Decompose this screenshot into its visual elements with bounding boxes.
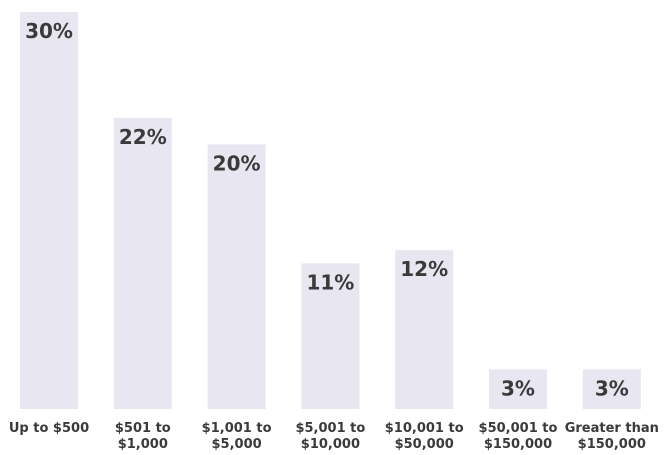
- category-label: $1,001 to $5,000: [202, 421, 272, 452]
- category-label: $5,001 to $10,000: [295, 421, 365, 452]
- category-label-line: Greater than: [565, 421, 659, 436]
- category-label-line: $10,001 to: [385, 421, 464, 436]
- bar: [207, 144, 266, 410]
- category-label-line: $150,000: [578, 437, 646, 452]
- data-label: 22%: [119, 125, 167, 149]
- bar: [395, 250, 454, 409]
- category-label: $501 to $1,000: [115, 421, 171, 452]
- category-label-line: $501 to: [115, 421, 171, 436]
- category-label-line: $50,000: [395, 437, 454, 452]
- bar: [20, 12, 78, 409]
- data-label: 11%: [306, 270, 354, 294]
- category-label: Greater than $150,000: [565, 421, 659, 452]
- bar: [301, 263, 360, 409]
- category-label-line: $1,000: [118, 437, 168, 452]
- data-label: 12%: [400, 257, 448, 281]
- category-label-line: $10,000: [301, 437, 360, 452]
- category-label-line: $50,001 to: [479, 421, 558, 436]
- category-label: $10,001 to $50,000: [385, 421, 464, 452]
- data-label: 30%: [25, 19, 73, 43]
- data-label: 3%: [501, 376, 535, 400]
- category-label: $50,001 to $150,000: [479, 421, 558, 452]
- bar: [113, 117, 172, 410]
- data-label: 20%: [213, 151, 261, 175]
- category-label-line: $5,001 to: [295, 421, 365, 436]
- data-label: 3%: [595, 376, 629, 400]
- bar: [489, 369, 547, 409]
- category-label-line: $5,000: [212, 437, 262, 452]
- category-label: Up to $500: [9, 421, 89, 436]
- category-label-line: Up to $500: [9, 421, 89, 436]
- category-label-line: $1,001 to: [202, 421, 272, 436]
- bar: [582, 369, 641, 409]
- category-label-line: $150,000: [484, 437, 552, 452]
